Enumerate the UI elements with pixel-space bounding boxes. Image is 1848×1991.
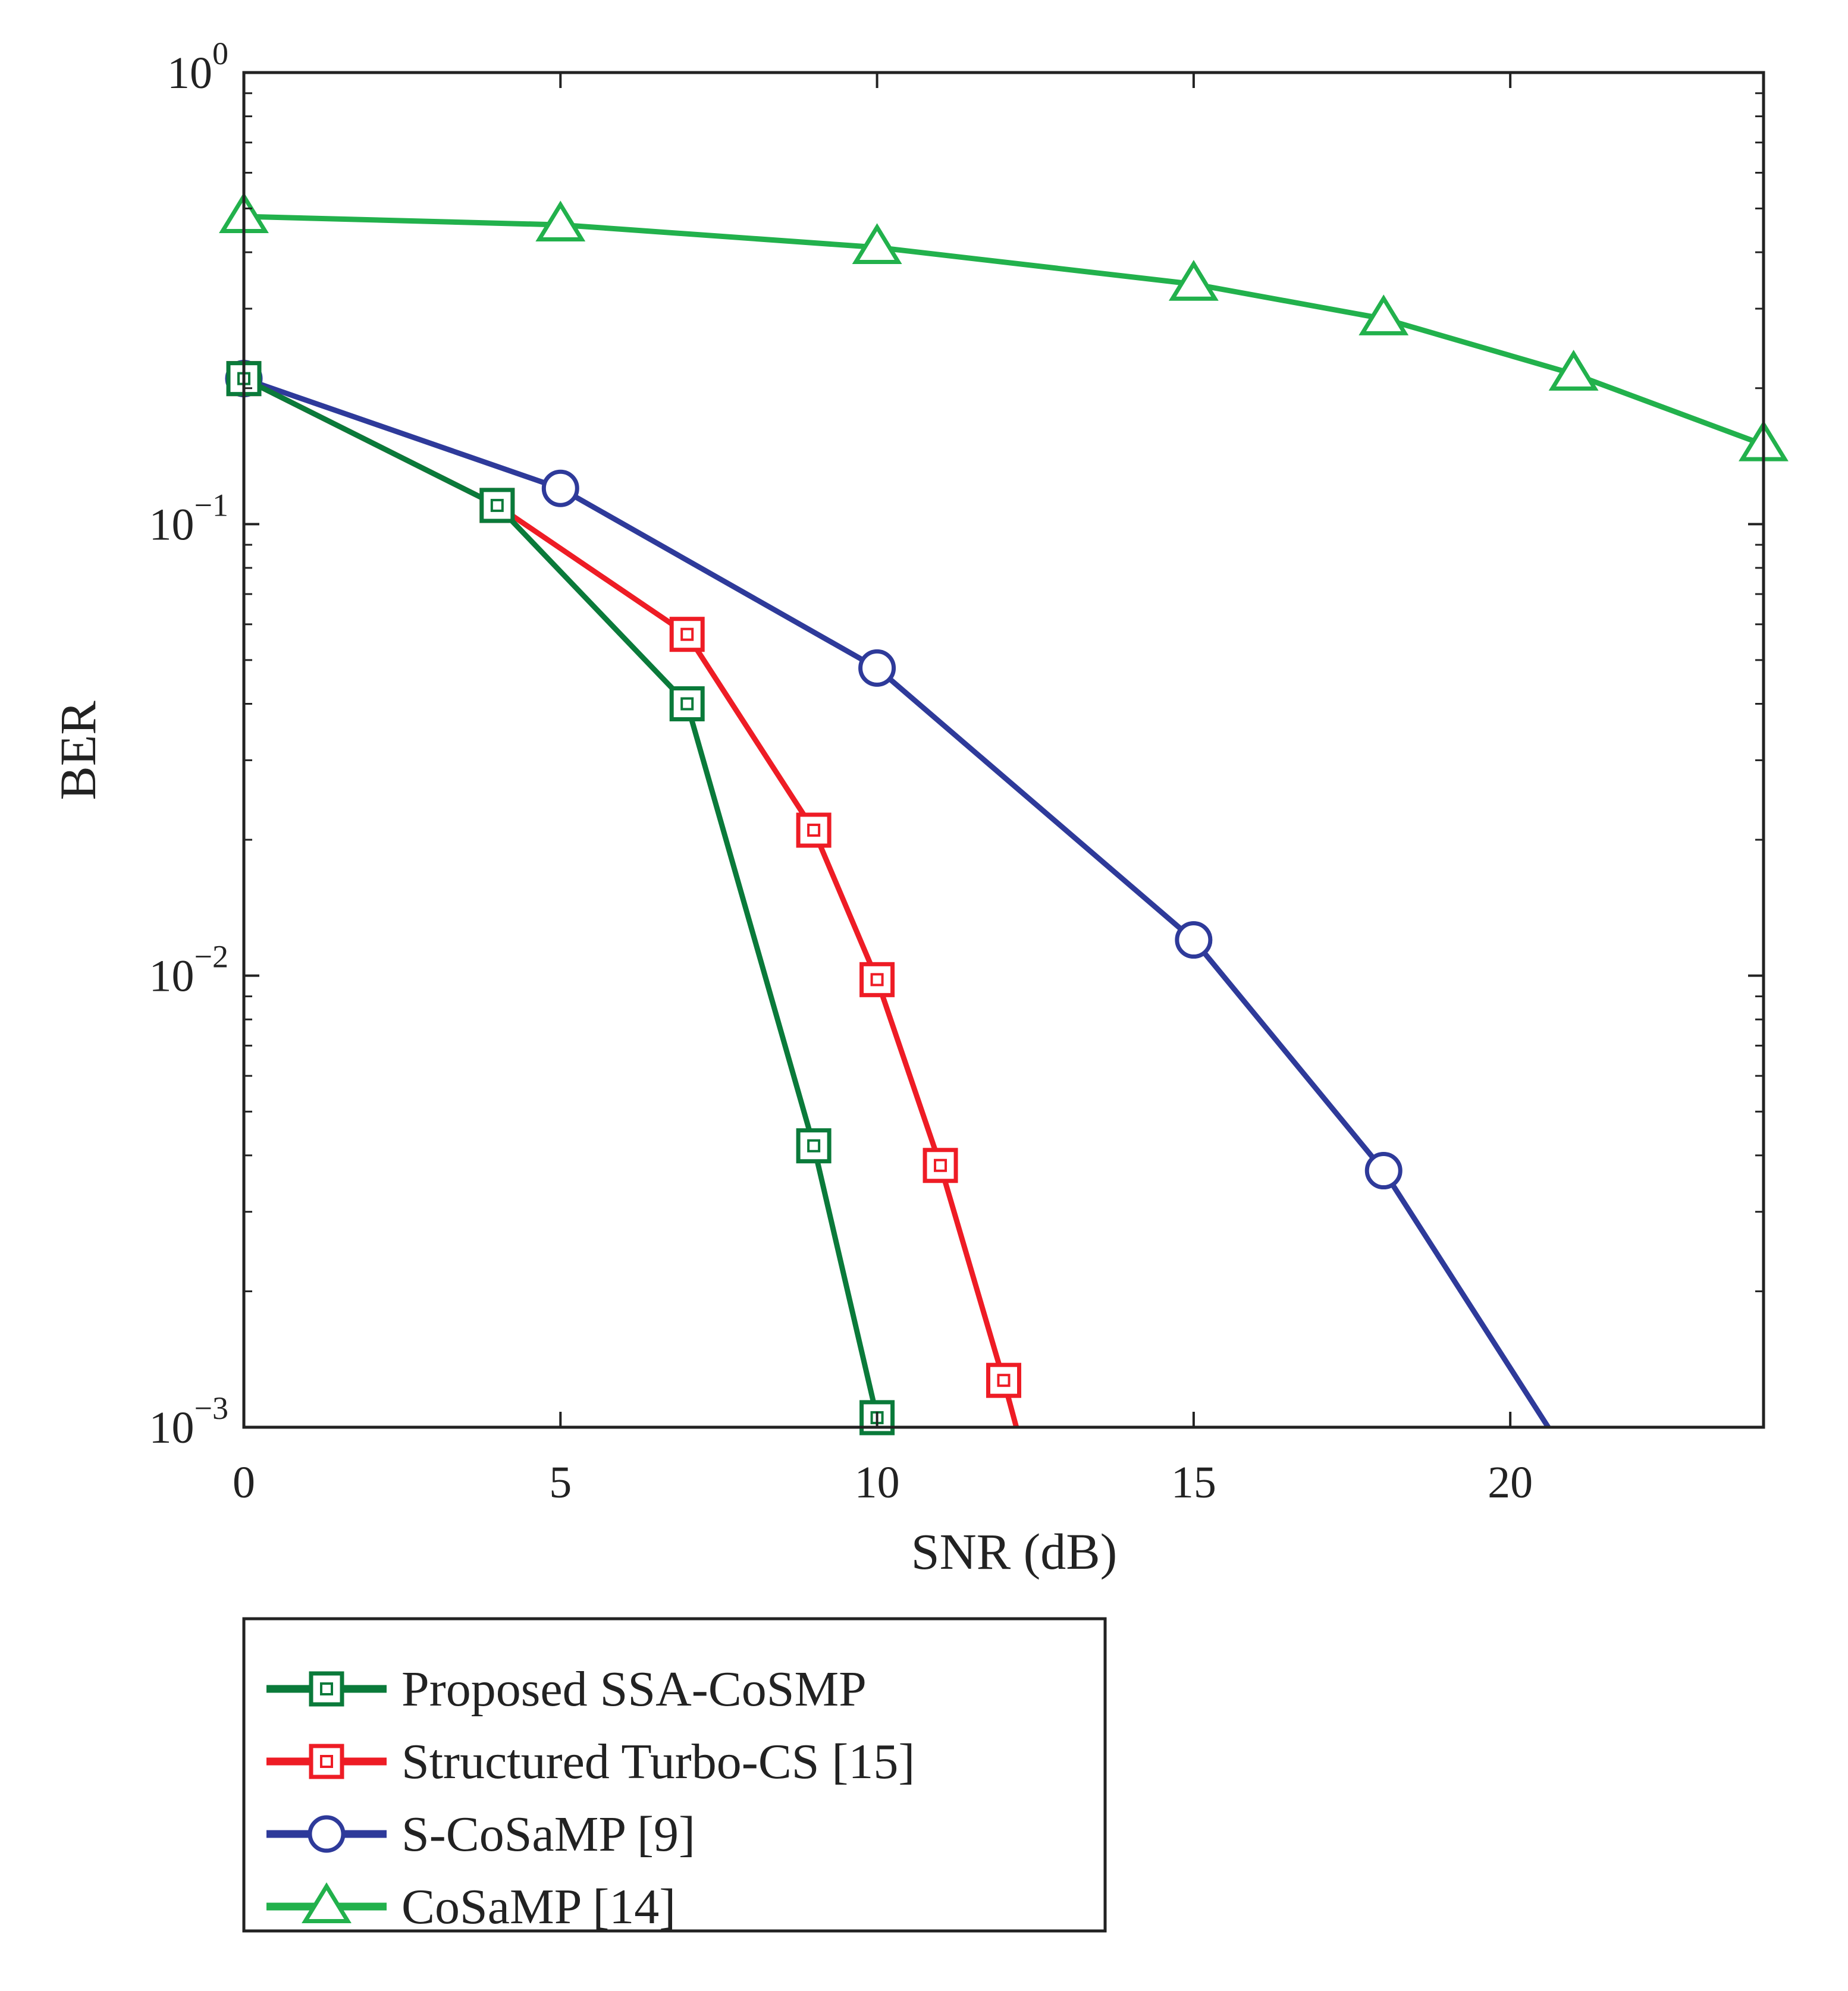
- x-axis-title: SNR (dB): [911, 1523, 1117, 1580]
- data-point: [669, 686, 705, 722]
- data-point-inner: [870, 973, 884, 987]
- data-point: [796, 812, 832, 848]
- y-tick-label: 10−1: [149, 487, 228, 549]
- x-tick-label: 0: [233, 1458, 255, 1508]
- data-point: [479, 488, 515, 523]
- legend-marker-inner: [320, 1682, 333, 1695]
- data-point-inner: [807, 823, 821, 837]
- y-axis-title: BER: [49, 701, 106, 800]
- legend-item: Proposed SSA-CoSMP: [266, 1662, 867, 1717]
- data-point: [859, 962, 895, 997]
- data-point-inner: [807, 1139, 821, 1152]
- data-point-inner: [680, 627, 694, 641]
- y-tick-label: 10−3: [149, 1390, 228, 1453]
- x-tick-label: 5: [549, 1458, 572, 1508]
- data-point: [796, 1128, 832, 1164]
- legend-items: Proposed SSA-CoSMP Structured Turbo-CS [1…: [266, 1662, 915, 1935]
- data-point: [923, 1148, 958, 1183]
- y-tick-exponent: −1: [194, 487, 228, 523]
- legend-marker: [302, 1882, 352, 1923]
- plot-frame: [242, 71, 1765, 1429]
- legend-marker: [309, 1744, 344, 1779]
- legend-label: Proposed SSA-CoSMP: [401, 1662, 867, 1717]
- legend-item: CoSaMP [14]: [266, 1879, 676, 1935]
- legend: Proposed SSA-CoSMP Structured Turbo-CS [1…: [242, 1617, 1107, 1935]
- legend-item: S-CoSaMP [9]: [266, 1807, 695, 1862]
- legend-marker-inner: [320, 1755, 333, 1768]
- legend-marker: [308, 1815, 346, 1853]
- series-2: [225, 360, 1551, 1429]
- data-point: [858, 649, 896, 687]
- data-point: [986, 1362, 1021, 1398]
- y-tick-base: 10: [149, 1403, 194, 1453]
- y-tick-base: 10: [167, 48, 212, 98]
- data-point: [1358, 294, 1409, 335]
- series-0: [226, 361, 895, 1436]
- legend-label: CoSaMP [14]: [401, 1879, 676, 1935]
- series-3: [219, 192, 1789, 461]
- data-point: [535, 200, 586, 242]
- legend-item: Structured Turbo-CS [15]: [266, 1734, 915, 1789]
- x-tick-label: 20: [1488, 1458, 1533, 1508]
- series-line: [242, 376, 1019, 1428]
- data-point-inner: [490, 498, 504, 512]
- series-line: [242, 376, 880, 1418]
- data-point: [1175, 921, 1213, 959]
- y-tick-exponent: −3: [194, 1390, 228, 1426]
- y-tick-base: 10: [149, 500, 194, 549]
- data-point: [541, 469, 579, 507]
- series-line: [243, 376, 1551, 1429]
- data-point: [669, 617, 705, 652]
- data-point-inner: [680, 697, 694, 711]
- x-tick-label: 10: [855, 1458, 900, 1508]
- y-tick-label: 10−2: [149, 939, 228, 1001]
- x-tick-label: 15: [1171, 1458, 1216, 1508]
- data-point: [1364, 1152, 1403, 1190]
- data-point: [1548, 350, 1599, 391]
- series-line: [243, 213, 1765, 447]
- legend-label: Structured Turbo-CS [15]: [401, 1734, 915, 1789]
- data-point: [852, 223, 902, 265]
- series-layer: [219, 192, 1789, 1436]
- data-point-inner: [997, 1374, 1011, 1387]
- legend-marker: [309, 1671, 344, 1707]
- y-tick-base: 10: [149, 951, 194, 1001]
- y-tick-exponent: 0: [212, 36, 228, 71]
- data-point-inner: [934, 1158, 947, 1172]
- y-tick-label: 100: [167, 36, 228, 98]
- legend-label: S-CoSaMP [9]: [401, 1807, 695, 1862]
- legend-box: [242, 1617, 1107, 1933]
- y-tick-exponent: −2: [194, 939, 228, 975]
- data-point: [1168, 260, 1219, 301]
